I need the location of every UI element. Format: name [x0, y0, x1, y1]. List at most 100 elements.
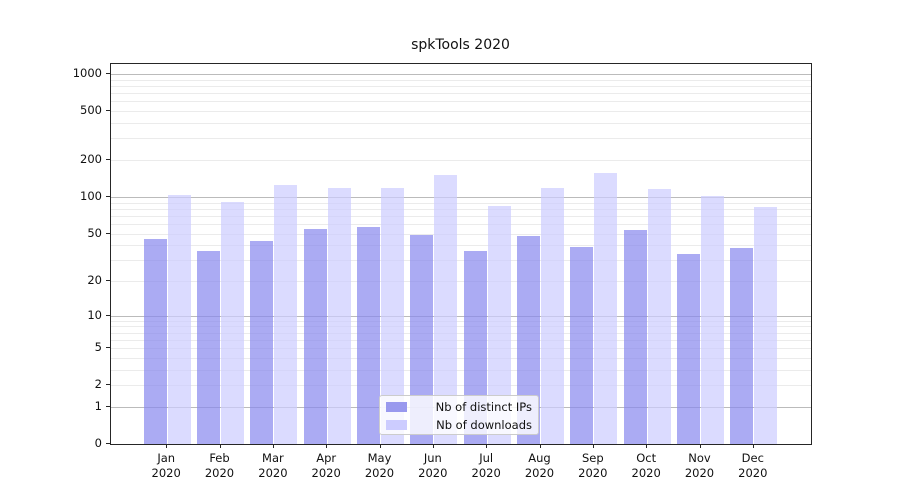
- y-tick-10: [106, 314, 110, 316]
- gridline-800: [111, 86, 811, 87]
- nb-of-distinct-ips-bar-mar: [250, 241, 274, 444]
- gridline-5: [111, 348, 811, 350]
- y-tick-5: [106, 347, 110, 349]
- gridline-70: [111, 215, 811, 217]
- y-tick-1000: [106, 73, 110, 74]
- gridline-90: [111, 202, 811, 204]
- chart-title: spkTools 2020: [411, 37, 510, 53]
- gridline-50: [111, 233, 811, 235]
- nb-of-downloads-bar-dec: [754, 207, 778, 444]
- gridline-1000: [111, 74, 811, 75]
- gridline-8: [111, 326, 811, 328]
- nb-of-downloads-bar-mar: [274, 185, 298, 444]
- x-tick-feb: [219, 444, 221, 448]
- x-tick-label-nov: Nov 2020: [684, 451, 715, 480]
- legend-swatch-distinct-ips: [386, 402, 407, 412]
- nb-of-downloads-bar-apr: [327, 187, 351, 444]
- x-tick-apr: [326, 444, 328, 448]
- x-tick-label-aug: Aug 2020: [524, 451, 555, 480]
- gridline-10: [111, 315, 811, 317]
- plot-area: Nb of distinct IPs Nb of downloads: [110, 63, 812, 445]
- x-tick-label-may: May 2020: [364, 451, 395, 480]
- nb-of-downloads-bar-sep: [594, 173, 618, 444]
- nb-of-distinct-ips-bar-feb: [197, 250, 220, 444]
- legend: Nb of distinct IPs Nb of downloads: [379, 395, 539, 435]
- y-tick-label-5: 5: [94, 340, 102, 355]
- gridline-900: [111, 79, 811, 81]
- x-tick-label-oct: Oct 2020: [631, 451, 661, 480]
- nb-of-downloads-bar-nov: [701, 196, 724, 444]
- gridline-20: [111, 281, 811, 282]
- gridline-2: [111, 385, 811, 387]
- x-tick-label-feb: Feb 2020: [204, 451, 235, 480]
- nb-of-distinct-ips-bar-nov: [677, 253, 700, 444]
- nb-of-downloads-bar-feb: [221, 201, 244, 444]
- x-tick-label-mar: Mar 2020: [258, 451, 288, 480]
- x-tick-sep: [592, 444, 594, 448]
- nb-of-distinct-ips-bar-sep: [570, 246, 594, 444]
- x-tick-aug: [539, 444, 541, 448]
- nb-of-downloads-bar-oct: [647, 189, 671, 444]
- legend-label-distinct-ips: Nb of distinct IPs: [435, 400, 532, 414]
- nb-of-distinct-ips-bar-aug: [517, 235, 540, 444]
- x-tick-mar: [272, 444, 274, 448]
- nb-of-distinct-ips-bar-dec: [730, 247, 754, 444]
- nb-of-downloads-bar-jan: [167, 195, 191, 444]
- x-tick-oct: [646, 444, 648, 448]
- gridline-600: [111, 101, 811, 103]
- x-tick-jun: [432, 444, 434, 448]
- nb-of-downloads-bar-aug: [541, 187, 564, 444]
- y-tick-500: [106, 110, 110, 112]
- x-tick-label-jun: Jun 2020: [418, 451, 448, 480]
- gridline-60: [111, 223, 811, 225]
- y-tick-label-200: 200: [80, 152, 102, 166]
- x-tick-label-dec: Dec 2020: [738, 451, 768, 480]
- y-tick-100: [106, 195, 110, 197]
- y-tick-label-50: 50: [87, 225, 102, 240]
- gridline-40: [111, 245, 811, 247]
- y-tick-2: [106, 384, 110, 386]
- gridline-3: [111, 369, 811, 371]
- gridline-6: [111, 339, 811, 341]
- y-tick-label-20: 20: [87, 273, 102, 287]
- nb-of-downloads-bar-jul: [487, 205, 511, 444]
- nb-of-downloads-bar-jun: [434, 175, 458, 444]
- gridline-300: [111, 138, 811, 140]
- x-tick-nov: [699, 444, 701, 448]
- y-tick-50: [106, 232, 110, 234]
- gridline-7: [111, 332, 811, 334]
- y-tick-1: [106, 405, 110, 407]
- y-tick-label-1000: 1000: [72, 66, 102, 80]
- legend-label-downloads: Nb of downloads: [436, 418, 532, 432]
- x-tick-may: [379, 444, 381, 448]
- y-tick-label-0: 0: [94, 436, 102, 450]
- nb-of-distinct-ips-bar-jan: [143, 239, 167, 444]
- y-tick-label-2: 2: [94, 377, 102, 392]
- gridline-500: [111, 111, 811, 113]
- y-tick-label-100: 100: [80, 188, 102, 203]
- gridline-4: [111, 357, 811, 359]
- x-tick-jan: [166, 444, 168, 448]
- y-tick-label-10: 10: [87, 307, 102, 322]
- legend-swatch-downloads: [386, 420, 407, 430]
- nb-of-distinct-ips-bar-oct: [623, 230, 647, 444]
- nb-of-downloads-bar-may: [381, 188, 404, 444]
- nb-of-distinct-ips-bar-jun: [410, 234, 434, 444]
- x-tick-jul: [486, 444, 488, 448]
- y-tick-200: [106, 159, 110, 160]
- gridline-9: [111, 320, 811, 322]
- legend-item-distinct-ips: Nb of distinct IPs: [386, 399, 532, 415]
- gridline-400: [111, 123, 811, 124]
- x-tick-label-apr: Apr 2020: [311, 451, 341, 480]
- y-tick-label-1: 1: [94, 398, 102, 413]
- x-tick-label-jan: Jan 2020: [151, 451, 181, 480]
- y-tick-0: [106, 443, 110, 444]
- legend-item-downloads: Nb of downloads: [386, 417, 532, 433]
- y-tick-label-500: 500: [80, 103, 102, 118]
- nb-of-distinct-ips-bar-apr: [303, 229, 327, 444]
- x-tick-dec: [752, 444, 754, 448]
- nb-of-distinct-ips-bar-may: [357, 226, 380, 444]
- x-tick-label-jul: Jul 2020: [471, 451, 501, 480]
- gridline-700: [111, 93, 811, 95]
